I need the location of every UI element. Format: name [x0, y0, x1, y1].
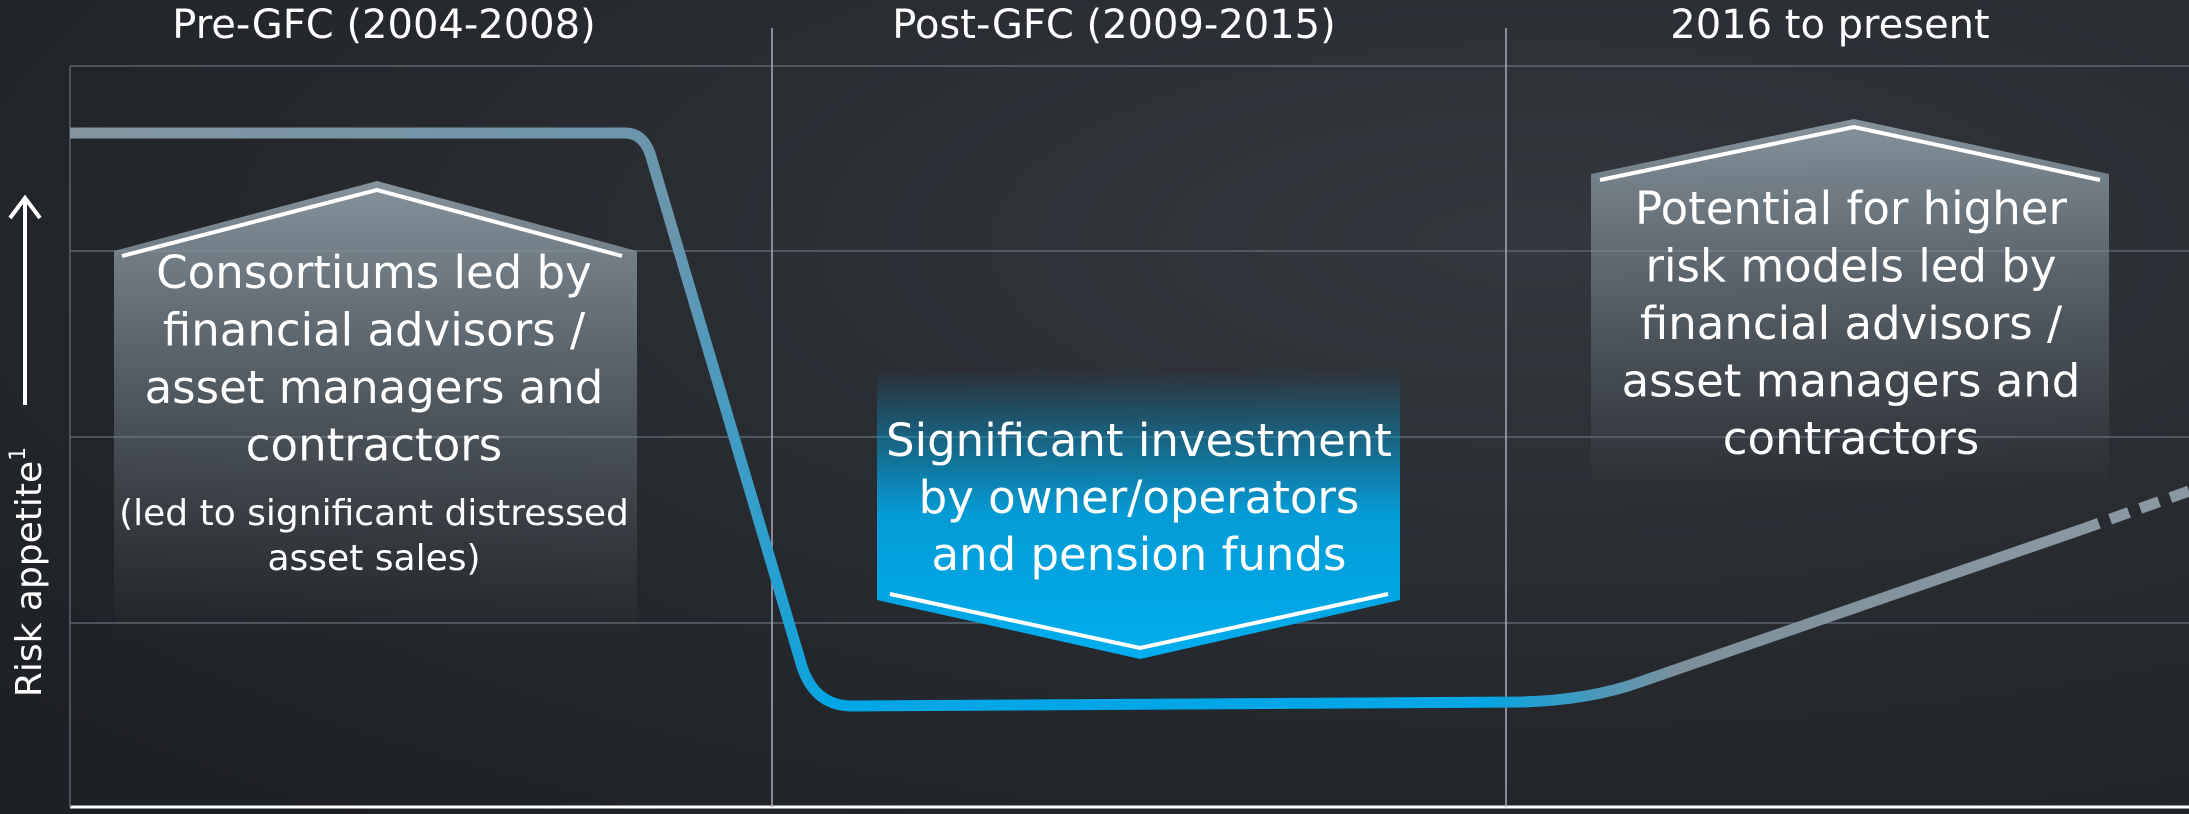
box-line: asset managers and: [1622, 355, 2081, 408]
box-note-line: (led to significant distressed: [119, 493, 629, 534]
box-line: contractors: [246, 419, 502, 472]
box-roof: [121, 187, 623, 258]
risk-curve: [70, 127, 2082, 712]
box-note-line: asset sales): [267, 538, 480, 579]
period-header: Post-GFC (2009-2015): [892, 2, 1335, 48]
box-shape: [877, 370, 1400, 659]
box-line: financial advisors /: [1640, 297, 2063, 350]
box-line: asset managers and: [145, 361, 604, 414]
box-line: Potential for higher: [1635, 182, 2067, 235]
box-roof: [1599, 124, 2101, 182]
box-line: by owner/operators: [919, 471, 1360, 524]
box-line: financial advisors /: [163, 304, 586, 357]
y-axis-label: Risk appetite1: [6, 447, 50, 697]
risk-curve-projection: [2078, 485, 2189, 536]
box-shape: [1591, 119, 2109, 490]
period-header: Pre-GFC (2004-2008): [172, 2, 595, 48]
box-line: and pension funds: [932, 528, 1347, 581]
box-line: Significant investment: [886, 414, 1392, 467]
period-header: 2016 to present: [1670, 2, 1989, 48]
box-line: risk models led by: [1646, 240, 2057, 293]
y-axis: Risk appetite1: [6, 194, 50, 697]
box-line: contractors: [1723, 412, 1979, 465]
box-shape: [114, 181, 637, 640]
label-text: Risk appetite: [9, 461, 50, 697]
box-line: Consortiums led by: [156, 246, 591, 299]
box-base: [889, 592, 1389, 651]
label-superscript: 1: [6, 447, 31, 461]
